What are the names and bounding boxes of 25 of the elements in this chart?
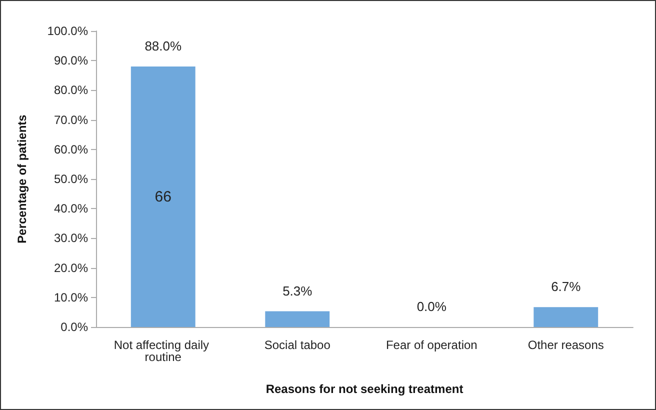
x-axis-title: Reasons for not seeking treatment — [266, 382, 464, 396]
y-axis-title: Percentage of patients — [15, 114, 29, 244]
y-tick-label: 60.0% — [54, 142, 88, 156]
bar — [130, 66, 196, 327]
y-tick-label: 100.0% — [47, 24, 88, 38]
data-label: 88.0% — [144, 38, 182, 54]
y-tick-label: 90.0% — [54, 54, 88, 68]
y-tick-label: 30.0% — [54, 231, 88, 246]
y-tick-label: 50.0% — [54, 172, 88, 186]
annotation: 66 — [154, 188, 172, 206]
y-tick-label: 20.0% — [54, 260, 88, 275]
data-label: 5.3% — [282, 283, 313, 298]
data-label: 0.0% — [416, 299, 447, 314]
y-tick-label: 70.0% — [54, 112, 88, 127]
y-tick-label: 40.0% — [54, 202, 88, 216]
x-tick-label: Not affecting daily routine — [114, 338, 212, 364]
y-tick-label: 80.0% — [54, 83, 88, 98]
bar — [534, 307, 598, 327]
x-tick-label: Fear of operation — [386, 338, 478, 352]
x-tick-label: Other reasons — [528, 338, 604, 352]
x-tick-label: Social taboo — [264, 338, 331, 352]
bar — [265, 311, 330, 327]
data-label: 6.7% — [551, 279, 582, 294]
y-tick-label: 0.0% — [60, 320, 88, 334]
y-tick-label: 10.0% — [54, 290, 88, 304]
